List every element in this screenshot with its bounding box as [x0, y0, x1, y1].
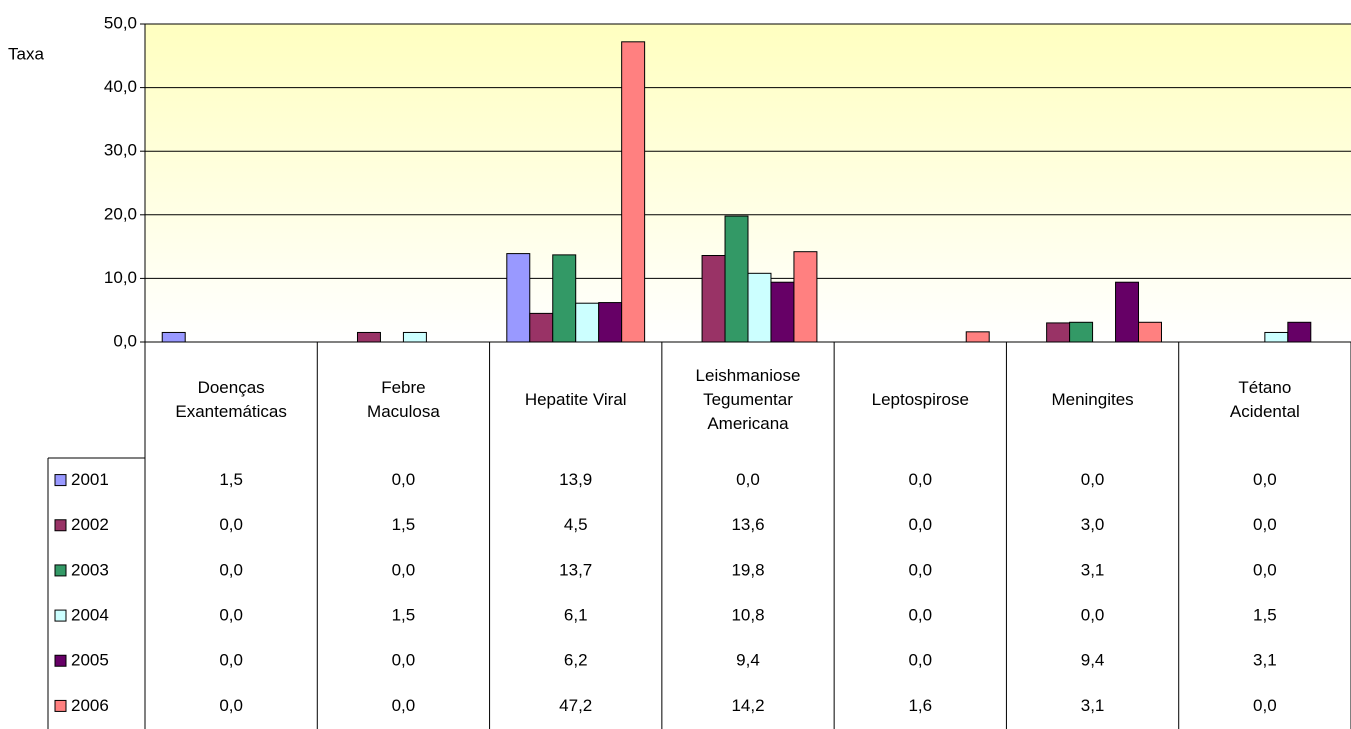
- table-cell: 6,2: [564, 651, 588, 670]
- table-cell: 1,5: [392, 515, 416, 534]
- category-label: Hepatite Viral: [524, 390, 627, 409]
- legend-swatch: [54, 474, 67, 487]
- legend-label: 2002: [71, 515, 109, 534]
- legend-label: 2006: [71, 696, 109, 715]
- table-cell: 6,1: [564, 606, 588, 625]
- table-cell: 0,0: [219, 651, 243, 670]
- bar: [965, 331, 990, 343]
- bar: [701, 255, 726, 343]
- legend-label: 2004: [71, 606, 109, 625]
- bar: [747, 272, 772, 343]
- bar: [402, 331, 427, 343]
- bar: [575, 302, 600, 343]
- table-cell: 3,0: [1081, 515, 1105, 534]
- table-cell: 9,4: [1081, 651, 1105, 670]
- table-cell: 0,0: [392, 560, 416, 579]
- bar: [1287, 321, 1312, 343]
- bar: [161, 331, 186, 343]
- table-cell: 0,0: [736, 470, 760, 489]
- bar: [1115, 281, 1140, 343]
- table-cell: 3,1: [1081, 696, 1105, 715]
- legend-swatch: [54, 519, 67, 532]
- legend-label: 2005: [71, 651, 109, 670]
- bar: [506, 253, 531, 343]
- bar: [793, 251, 818, 343]
- legend-swatch: [54, 609, 67, 622]
- bar: [1264, 331, 1289, 343]
- y-tick-label: 20,0: [104, 204, 137, 223]
- y-tick-label: 50,0: [104, 13, 137, 32]
- legend-label: 2001: [71, 470, 109, 489]
- table-cell: 10,8: [731, 606, 764, 625]
- table-cell: 0,0: [908, 470, 932, 489]
- legend-label: 2003: [71, 560, 109, 579]
- table-cell: 1,5: [392, 606, 416, 625]
- legend-swatch: [54, 654, 67, 667]
- category-label: Leptospirose: [871, 390, 969, 409]
- table-cell: 0,0: [392, 470, 416, 489]
- y-tick-label: 40,0: [104, 77, 137, 96]
- bar: [356, 331, 381, 343]
- table-cell: 13,6: [731, 515, 764, 534]
- table-cell: 3,1: [1081, 560, 1105, 579]
- table-cell: 0,0: [219, 515, 243, 534]
- table-cell: 3,1: [1253, 651, 1277, 670]
- table-cell: 0,0: [908, 515, 932, 534]
- bar: [598, 302, 623, 343]
- table-cell: 14,2: [731, 696, 764, 715]
- table-cell: 0,0: [219, 560, 243, 579]
- table-cell: 13,7: [559, 560, 592, 579]
- bar: [1046, 322, 1071, 343]
- bar: [1138, 321, 1162, 343]
- category-label: Meningites: [1051, 390, 1134, 409]
- table-cell: 0,0: [908, 651, 932, 670]
- category-label: Doenças Exantemáticas: [175, 378, 287, 421]
- y-tick-label: 10,0: [104, 268, 137, 287]
- category-label: Tétano Acidental: [1229, 378, 1300, 421]
- table-cell: 0,0: [908, 560, 932, 579]
- table-cell: 0,0: [908, 606, 932, 625]
- category-label: Febre Maculosa: [367, 378, 440, 421]
- bar: [529, 312, 554, 343]
- table-cell: 0,0: [1081, 470, 1105, 489]
- table-cell: 1,5: [219, 470, 243, 489]
- y-tick-label: 30,0: [104, 141, 137, 160]
- legend-swatch: [54, 699, 67, 712]
- bar: [1069, 321, 1094, 343]
- table-cell: 0,0: [392, 696, 416, 715]
- table-cell: 13,9: [559, 470, 592, 489]
- table-cell: 47,2: [559, 696, 592, 715]
- table-cell: 0,0: [219, 606, 243, 625]
- table-cell: 0,0: [1081, 606, 1105, 625]
- table-cell: 4,5: [564, 515, 588, 534]
- y-axis-label: Taxa: [8, 44, 44, 63]
- legend-swatch: [54, 564, 67, 577]
- category-label: Leishmaniose Tegumentar Americana: [695, 366, 801, 433]
- bar: [724, 215, 749, 343]
- table-cell: 0,0: [1253, 560, 1277, 579]
- table-cell: 19,8: [731, 560, 764, 579]
- table-cell: 1,6: [908, 696, 932, 715]
- table-cell: 1,5: [1253, 606, 1277, 625]
- bar: [621, 41, 646, 343]
- table-cell: 0,0: [1253, 515, 1277, 534]
- table-cell: 0,0: [1253, 696, 1277, 715]
- table-cell: 0,0: [392, 651, 416, 670]
- y-tick-label: 0,0: [113, 331, 137, 350]
- table-cell: 0,0: [1253, 470, 1277, 489]
- bar: [770, 281, 795, 343]
- table-cell: 0,0: [219, 696, 243, 715]
- table-cell: 9,4: [736, 651, 760, 670]
- bar: [552, 254, 577, 343]
